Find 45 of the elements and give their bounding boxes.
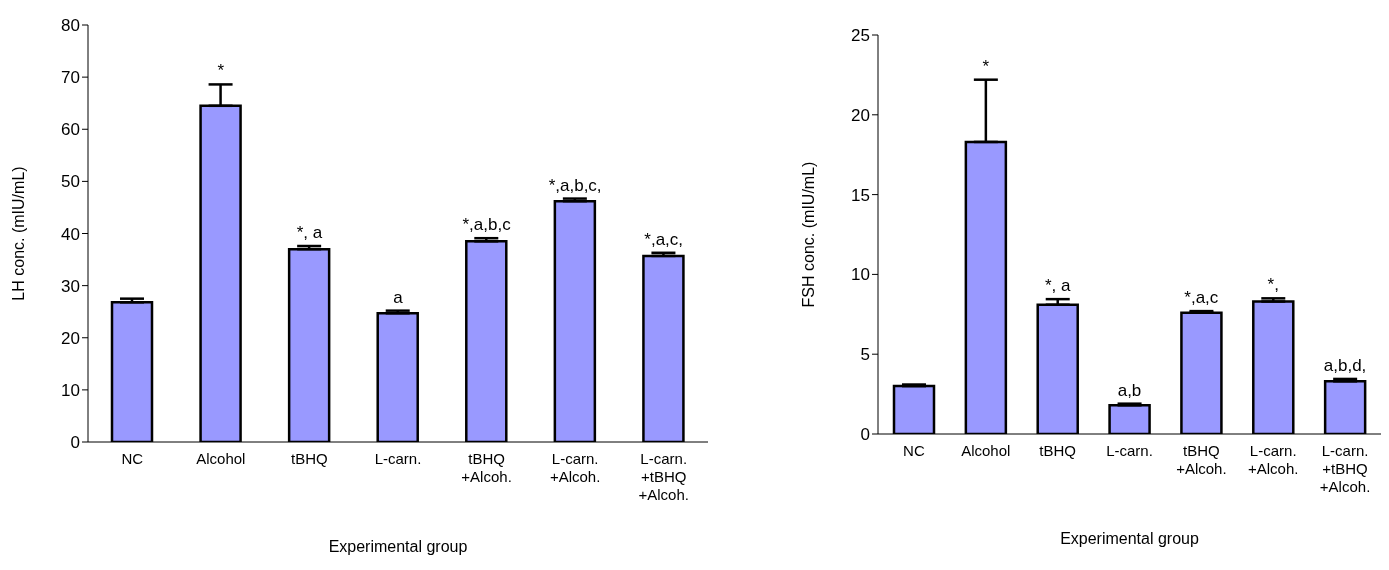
x-tick-label: L-carn.: [374, 450, 422, 467]
y-tick-label: 20: [61, 328, 80, 348]
y-axis-title: LH conc. (mIU/mL): [9, 166, 27, 301]
x-tick-label: tBHQ +Alcoh.: [1176, 442, 1227, 477]
x-axis-title: Experimental group: [1060, 530, 1199, 547]
annotation: a,b,d,: [1323, 355, 1367, 375]
annotation: *,: [1267, 275, 1279, 295]
x-tick-label: L-carn. +Alcoh.: [1247, 442, 1299, 477]
x-tick-label: NC: [903, 442, 925, 459]
annotation: *: [982, 56, 990, 76]
y-tick-label: 60: [61, 120, 80, 140]
y-tick-label: 10: [61, 380, 80, 400]
y-tick-label: 80: [61, 16, 80, 36]
annotation: *: [217, 61, 225, 81]
y-tick-label: 70: [61, 68, 80, 88]
annotation: a: [393, 287, 404, 307]
x-axis-title: Experimental group: [328, 538, 468, 555]
x-tick-label: Alcohol: [196, 450, 246, 467]
annotation: *, a: [296, 223, 323, 243]
annotation: *,a,b,c,: [548, 175, 602, 195]
y-axis-title: FSH conc. (mIU/mL): [799, 161, 817, 308]
annotation: *, a: [1044, 276, 1071, 296]
y-tick-label: 50: [61, 172, 80, 192]
x-tick-label: L-carn.: [1106, 442, 1153, 459]
y-tick-label: 0: [70, 433, 80, 453]
annotation: *,a,c,: [644, 229, 684, 249]
annotation: *,a,c: [1184, 288, 1219, 308]
annotation: a,b: [1117, 380, 1142, 400]
x-tick-label: L-carn. +tBHQ +Alcoh.: [1319, 442, 1371, 495]
x-tick-label: NC: [121, 450, 144, 467]
y-tick-label: 15: [851, 185, 870, 205]
y-tick-label: 30: [61, 276, 80, 296]
y-tick-label: 10: [851, 265, 870, 285]
x-tick-label: tBHQ: [291, 450, 328, 467]
x-tick-label: Alcohol: [961, 442, 1011, 459]
x-tick-label: tBHQ: [1039, 442, 1076, 459]
y-tick-label: 0: [860, 425, 870, 445]
annotation: *,a,b,c: [462, 215, 512, 235]
x-tick-label: L-carn. +Alcoh.: [549, 450, 601, 485]
y-tick-label: 20: [851, 105, 870, 125]
x-tick-label: L-carn. +tBHQ +Alcoh.: [638, 450, 689, 503]
y-tick-label: 40: [61, 224, 80, 244]
y-tick-label: 25: [851, 26, 870, 46]
x-tick-label: tBHQ +Alcoh.: [461, 450, 512, 485]
y-tick-label: 5: [860, 345, 870, 365]
